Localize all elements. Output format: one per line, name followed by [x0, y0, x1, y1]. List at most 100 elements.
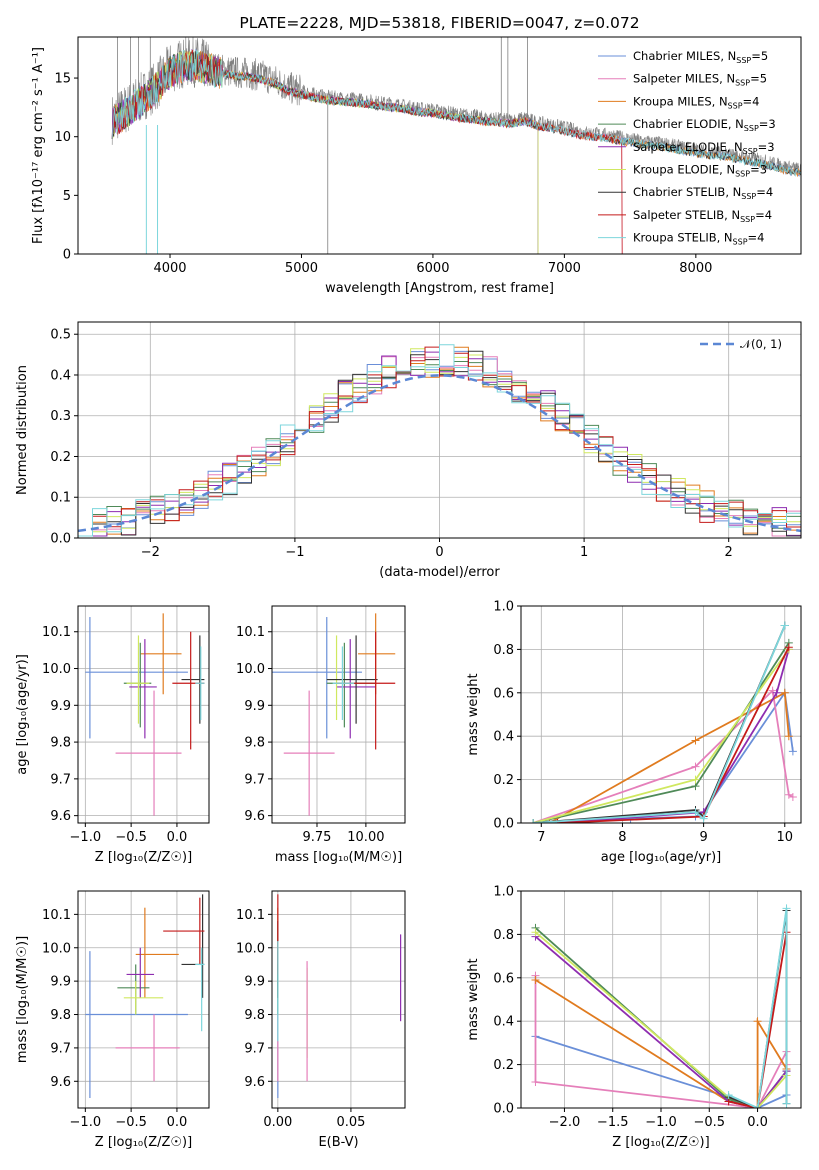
legend-label: Kroupa ELODIE, NSSP=3	[633, 163, 767, 179]
spectrum-chart: 4000 5000 6000 7000 8000 0 5 10 15 wavelength [An…	[31, 14, 802, 296]
y-tick-label: 9.9	[244, 975, 265, 990]
weight-point	[724, 1090, 733, 1099]
y-tick-label: 9.7	[244, 1041, 265, 1056]
mass-vs-ebv-plot-area	[277, 894, 402, 1098]
x-tick-label: −1	[285, 545, 304, 560]
x-tick-label: −2.0	[549, 1115, 581, 1130]
age-vs-z-plot-area	[85, 613, 205, 816]
residuals-chart: 𝒩(0, 1) −2 −1 0 1 2 0.0 0.1 0.2 0.3 0.4 0.5 (data-mo…	[15, 321, 802, 580]
age-vs-z-chart: −1.0 −0.5 0.0 9.6 9.7 9.8 9.9 10.0 10.1 Z [log₁₀(…	[15, 605, 210, 865]
weight-point	[531, 975, 540, 984]
y-tick-label: 10.1	[42, 908, 71, 923]
x-axis-label: Z [log₁₀(Z/Z☉)]	[612, 1135, 709, 1150]
legend-label-suffix: =5	[751, 49, 768, 63]
legend-label-text: Chabrier MILES, N	[633, 49, 736, 63]
x-axis-label: wavelength [Angstrom, rest frame]	[325, 281, 554, 296]
weight-vs-age-chart: 7 8 9 10 0.0 0.2 0.4 0.6 0.8 1.0 age [log₁₀(age/yr…	[466, 600, 802, 865]
y-axis-label: age [log₁₀(age/yr)]	[15, 654, 30, 775]
y-tick-label: 9.8	[50, 1008, 71, 1023]
x-axis-label: E(B-V)	[318, 1135, 358, 1150]
legend-label-text: Kroupa STELIB, N	[633, 231, 733, 245]
model-spectrum-line	[111, 50, 801, 178]
age-vs-mass-chart: 9.75 10.00 9.6 9.7 9.8 9.9 10.0 10.1 mass [log₁₀…	[236, 605, 406, 865]
x-tick-label: 8	[618, 830, 626, 845]
weight-point	[753, 1017, 762, 1026]
weight-line	[728, 932, 788, 1108]
weight-vs-z-chart: −2.0 −1.5 −1.0 −0.5 0.0 0.0 0.2 0.4 0.6 0.8 1.0 Z […	[466, 885, 802, 1150]
y-tick-label: 5	[63, 189, 71, 204]
y-tick-label: 1.0	[493, 600, 514, 615]
x-tick-label: 10	[776, 830, 793, 845]
weight-line	[557, 649, 790, 823]
x-axis-label: (data-model)/error	[379, 565, 500, 580]
weight-point	[768, 686, 777, 695]
y-tick-label: 10.1	[236, 625, 265, 640]
weight-point	[699, 814, 708, 823]
x-tick-label: 0.0	[167, 830, 188, 845]
weight-line	[533, 642, 790, 823]
residuals-plot-area	[78, 344, 801, 538]
y-tick-label: 0.8	[493, 928, 514, 943]
x-tick-label: 2	[725, 545, 733, 560]
x-tick-label: −2	[141, 545, 160, 560]
age-vs-mass-plot-area	[272, 613, 396, 816]
y-axis-label: mass weight	[466, 673, 481, 755]
x-tick-label: 4000	[153, 261, 186, 276]
weight-point	[780, 621, 789, 630]
weight-line	[557, 646, 790, 823]
mass-vs-ebv-frame	[271, 890, 406, 1109]
y-tick-label: 0.8	[493, 643, 514, 658]
y-tick-label: 10	[54, 130, 71, 145]
weight-point	[782, 1099, 791, 1108]
x-axis-label: Z [log₁₀(Z/Z☉)]	[95, 850, 192, 865]
y-tick-label: 0.0	[493, 1102, 514, 1117]
y-tick-label: 0.4	[50, 368, 71, 383]
spectrum-plot-area	[111, 37, 801, 254]
legend-label-sub: SSP	[736, 56, 751, 65]
weight-vs-age-plot-area	[529, 621, 797, 823]
x-tick-label: −1.0	[70, 1115, 102, 1130]
y-axis-label: Normed distribution	[15, 365, 30, 495]
legend-label-text: Kroupa MILES, N	[633, 94, 728, 108]
model-spectrum-line	[111, 50, 623, 254]
weight-point	[784, 643, 793, 652]
weight-line	[548, 691, 790, 823]
legend-label-suffix: =3	[750, 163, 767, 177]
weight-point	[553, 819, 562, 823]
y-tick-label: 10.0	[42, 941, 71, 956]
legend-label-text: Salpeter MILES, N	[633, 72, 735, 86]
y-tick-label: 9.9	[50, 699, 71, 714]
legend-label: Kroupa MILES, NSSP=4	[633, 94, 759, 110]
y-tick-label: 9.6	[50, 809, 71, 824]
x-axis-label: Z [log₁₀(Z/Z☉)]	[95, 1135, 192, 1150]
weight-point	[784, 790, 793, 799]
x-tick-label: 7000	[548, 261, 581, 276]
age-vs-mass-frame	[271, 605, 406, 824]
x-tick-label: 10.00	[347, 830, 384, 845]
weight-point	[780, 688, 789, 697]
y-tick-label: 0.0	[50, 532, 71, 547]
y-tick-label: 9.8	[244, 1008, 265, 1023]
y-tick-label: 10.1	[42, 625, 71, 640]
legend-label-suffix: =4	[743, 94, 760, 108]
y-tick-label: 9.7	[244, 772, 265, 787]
legend-label: Chabrier MILES, NSSP=5	[633, 49, 768, 65]
mass-vs-z-chart: −1.0 −0.5 0.0 9.6 9.7 9.8 9.9 10.0 10.1 Z [log₁₀(…	[15, 890, 210, 1150]
weight-point	[691, 736, 700, 745]
weight-vs-age-frame	[520, 605, 802, 824]
y-tick-label: 9.6	[50, 1075, 71, 1090]
x-tick-label: 0.05	[336, 1115, 365, 1130]
legend-label-text: Salpeter ELODIE, N	[633, 140, 743, 154]
y-axis-label: Flux [fλ10⁻¹⁷ erg cm⁻² s⁻¹ A⁻¹]	[31, 47, 46, 244]
weight-point	[772, 688, 781, 697]
legend-label-suffix: =3	[759, 117, 776, 131]
x-tick-label: 0.00	[263, 1115, 292, 1130]
weight-line	[728, 908, 788, 1108]
normal-legend-label: 𝒩(0, 1)	[740, 337, 782, 351]
legend-label-sub: SSP	[735, 170, 750, 179]
weight-point	[753, 1104, 762, 1108]
y-tick-label: 9.8	[50, 736, 71, 751]
y-tick-label: 10.1	[236, 908, 265, 923]
legend-label: Salpeter ELODIE, NSSP=3	[633, 140, 775, 156]
